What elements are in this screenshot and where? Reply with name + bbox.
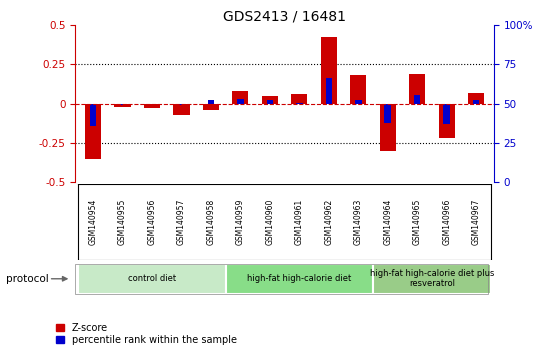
- Bar: [208, 101, 214, 104]
- Bar: [78, 264, 225, 294]
- Text: GSM140957: GSM140957: [177, 199, 186, 245]
- Bar: [468, 92, 484, 104]
- Bar: [414, 95, 420, 104]
- Text: protocol: protocol: [6, 274, 49, 284]
- Bar: [379, 104, 396, 151]
- Text: high-fat high-calorie diet: high-fat high-calorie diet: [247, 274, 352, 283]
- Bar: [444, 104, 450, 124]
- Bar: [373, 264, 491, 294]
- Text: GSM140963: GSM140963: [354, 199, 363, 245]
- Text: GSM140959: GSM140959: [236, 199, 245, 245]
- Bar: [262, 96, 278, 104]
- Bar: [144, 104, 160, 108]
- Bar: [85, 104, 101, 159]
- Bar: [384, 104, 391, 123]
- Bar: [267, 101, 273, 104]
- Bar: [291, 94, 307, 104]
- Bar: [90, 104, 96, 126]
- Bar: [439, 104, 455, 138]
- Text: GSM140955: GSM140955: [118, 199, 127, 245]
- Bar: [325, 78, 332, 104]
- Text: GSM140956: GSM140956: [147, 199, 156, 245]
- Text: GSM140965: GSM140965: [413, 199, 422, 245]
- Bar: [237, 99, 244, 104]
- Text: GSM140966: GSM140966: [442, 199, 451, 245]
- Title: GDS2413 / 16481: GDS2413 / 16481: [223, 10, 346, 24]
- Bar: [473, 99, 479, 104]
- Text: GSM140954: GSM140954: [89, 199, 98, 245]
- Bar: [355, 99, 362, 104]
- Bar: [178, 104, 185, 105]
- Text: GSM140964: GSM140964: [383, 199, 392, 245]
- Text: GSM140967: GSM140967: [472, 199, 480, 245]
- Text: control diet: control diet: [128, 274, 176, 283]
- Bar: [114, 104, 131, 107]
- Text: GSM140960: GSM140960: [266, 199, 275, 245]
- Bar: [203, 104, 219, 110]
- Bar: [119, 104, 126, 105]
- Bar: [225, 264, 373, 294]
- Bar: [321, 38, 337, 104]
- Text: high-fat high-calorie diet plus
resveratrol: high-fat high-calorie diet plus resverat…: [370, 269, 494, 289]
- Bar: [409, 74, 425, 104]
- Bar: [174, 104, 190, 115]
- Text: GSM140961: GSM140961: [295, 199, 304, 245]
- Bar: [232, 91, 248, 104]
- Text: GSM140958: GSM140958: [206, 199, 215, 245]
- Text: GSM140962: GSM140962: [324, 199, 333, 245]
- Bar: [296, 103, 302, 104]
- Bar: [350, 75, 367, 104]
- Legend: Z-score, percentile rank within the sample: Z-score, percentile rank within the samp…: [55, 322, 238, 346]
